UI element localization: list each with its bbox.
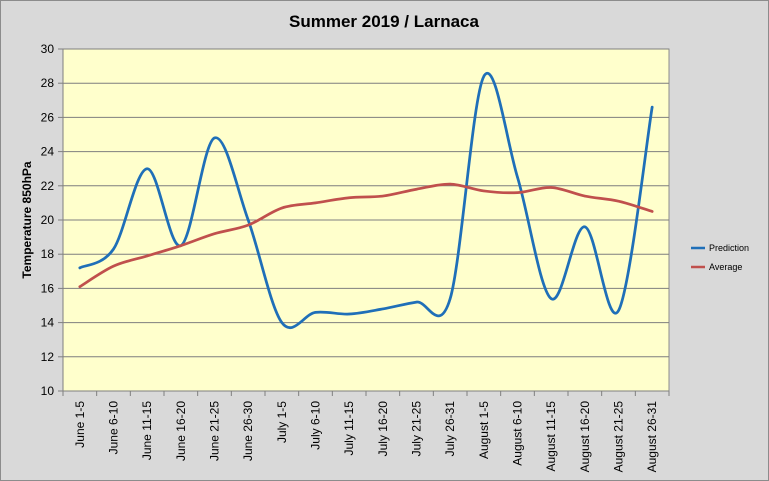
- data-point-average: [246, 223, 250, 227]
- x-tick-label: June 21-25: [208, 401, 222, 461]
- data-point-average: [650, 210, 654, 213]
- data-point-average: [314, 201, 317, 205]
- data-point-prediction: [314, 311, 317, 314]
- y-tick-label: 18: [41, 247, 55, 261]
- x-axis: June 1-5 June 6-10 June 11-15 June 16-20 Jun…: [62, 49, 670, 473]
- data-point-prediction: [617, 309, 620, 312]
- x-tick-label: August 1-5: [477, 401, 491, 459]
- data-point-average: [617, 199, 620, 203]
- y-tick-label: 22: [41, 179, 55, 193]
- y-tick-label: 20: [41, 213, 55, 227]
- y-tick-label: 14: [41, 316, 55, 330]
- data-point-prediction: [78, 266, 82, 270]
- chart-title: Summer 2019 / Larnaca: [289, 12, 479, 31]
- y-axis-label: Temperature 850hPa: [20, 161, 34, 278]
- y-tick-label: 28: [41, 76, 55, 90]
- legend-label-average: Average: [709, 262, 742, 272]
- data-point-prediction: [280, 321, 284, 324]
- x-tick-label: June 26-30: [241, 401, 255, 461]
- series-line-average: [78, 182, 654, 289]
- data-point-average: [112, 264, 115, 268]
- data-point-average: [583, 194, 587, 198]
- series-lines: [78, 72, 654, 330]
- x-tick-label: July 1-5: [275, 401, 289, 443]
- data-point-prediction: [112, 247, 115, 251]
- data-point-prediction: [482, 75, 486, 78]
- data-point-prediction: [347, 312, 351, 316]
- data-point-prediction: [145, 167, 149, 170]
- data-point-prediction: [448, 297, 452, 300]
- x-tick-label: July 11-15: [342, 401, 356, 456]
- y-tick-label: 12: [41, 350, 55, 364]
- data-point-average: [516, 191, 519, 194]
- y-axis: 10 12 14 16 18 20 22 24 26 28 30: [41, 42, 63, 398]
- data-point-prediction: [583, 225, 587, 229]
- data-point-prediction: [246, 218, 250, 222]
- data-point-prediction: [549, 297, 553, 300]
- data-point-average: [213, 232, 216, 235]
- data-point-prediction: [415, 300, 418, 304]
- x-tick-label: August 26-31: [645, 401, 659, 473]
- x-tick-label: August 16-20: [578, 401, 592, 473]
- x-tick-label: August 6-10: [511, 401, 525, 466]
- data-point-prediction: [381, 307, 385, 311]
- data-point-prediction: [650, 105, 654, 109]
- x-tick-label: June 11-15: [140, 401, 154, 460]
- data-point-average: [78, 285, 82, 288]
- y-tick-label: 30: [41, 42, 55, 56]
- data-point-average: [347, 196, 351, 199]
- x-tick-label: July 16-20: [376, 401, 390, 457]
- x-tick-label: June 16-20: [174, 401, 188, 461]
- data-point-prediction: [516, 176, 519, 179]
- y-tick-label: 24: [41, 145, 55, 159]
- x-tick-label: July 21-25: [410, 401, 424, 457]
- gridlines: [63, 48, 669, 392]
- data-point-average: [381, 194, 385, 198]
- data-point-average: [179, 244, 183, 247]
- x-tick-label: June 6-10: [107, 401, 121, 455]
- data-point-average: [415, 188, 418, 191]
- data-point-average: [145, 254, 149, 258]
- x-tick-label: June 1-5: [73, 401, 87, 448]
- data-point-prediction: [213, 136, 216, 140]
- x-tick-label: July 6-10: [309, 401, 323, 450]
- legend: Prediction Average: [691, 243, 749, 272]
- x-tick-label: August 21-25: [612, 401, 626, 473]
- data-point-average: [448, 182, 452, 186]
- y-tick-label: 10: [41, 384, 55, 398]
- y-tick-label: 26: [41, 110, 55, 124]
- y-tick-label: 16: [41, 281, 55, 295]
- x-tick-label: August 11-15: [544, 401, 558, 472]
- data-point-average: [280, 206, 284, 210]
- x-tick-label: July 26-31: [443, 401, 457, 457]
- legend-label-prediction: Prediction: [709, 243, 749, 253]
- data-point-average: [549, 186, 553, 189]
- data-point-average: [482, 189, 486, 193]
